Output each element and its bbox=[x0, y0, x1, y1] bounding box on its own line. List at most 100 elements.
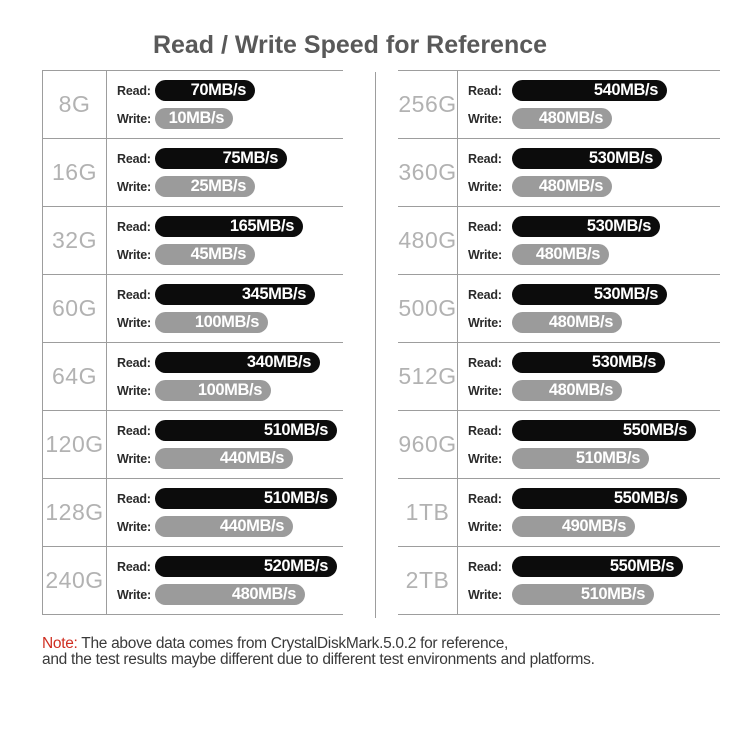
read-value: 510MB/s bbox=[263, 421, 329, 439]
write-label: Write: bbox=[468, 451, 502, 466]
read-bar: 550MB/s bbox=[512, 556, 683, 577]
capacity-label: 256G bbox=[398, 71, 458, 138]
read-label: Read: bbox=[468, 559, 502, 574]
read-line: Read: 510MB/s bbox=[117, 488, 343, 509]
capacity-label: 240G bbox=[43, 547, 107, 614]
capacity-label: 64G bbox=[43, 343, 107, 410]
write-line: Write: 480MB/s bbox=[468, 312, 720, 333]
write-value: 480MB/s bbox=[535, 245, 601, 263]
read-bar: 530MB/s bbox=[512, 216, 660, 237]
read-line: Read: 340MB/s bbox=[117, 352, 343, 373]
capacity-label: 32G bbox=[43, 207, 107, 274]
capacity-label: 16G bbox=[43, 139, 107, 206]
write-value: 10MB/s bbox=[168, 109, 225, 127]
write-value: 100MB/s bbox=[194, 313, 260, 331]
note-line2: and the test results maybe different due… bbox=[42, 651, 595, 668]
capacity-label: 60G bbox=[43, 275, 107, 342]
read-value: 510MB/s bbox=[263, 489, 329, 507]
read-label: Read: bbox=[117, 151, 151, 166]
read-line: Read: 550MB/s bbox=[468, 420, 720, 441]
write-bar: 480MB/s bbox=[512, 176, 612, 197]
read-bar: 520MB/s bbox=[155, 556, 337, 577]
note: Note: The above data comes from CrystalD… bbox=[42, 636, 732, 668]
read-label: Read: bbox=[117, 83, 151, 98]
read-line: Read: 530MB/s bbox=[468, 216, 720, 237]
write-bar: 510MB/s bbox=[512, 584, 654, 605]
write-label: Write: bbox=[117, 315, 151, 330]
speed-cell: Read: 70MB/s Write: 10MB/s bbox=[107, 71, 343, 138]
write-bar: 480MB/s bbox=[155, 584, 305, 605]
read-value: 550MB/s bbox=[622, 421, 688, 439]
read-value: 70MB/s bbox=[190, 81, 247, 99]
read-bar: 345MB/s bbox=[155, 284, 315, 305]
speed-cell: Read: 550MB/s Write: 490MB/s bbox=[458, 479, 720, 546]
write-line: Write: 100MB/s bbox=[117, 312, 343, 333]
read-value: 530MB/s bbox=[591, 353, 657, 371]
read-line: Read: 510MB/s bbox=[117, 420, 343, 441]
write-line: Write: 510MB/s bbox=[468, 448, 720, 469]
capacity-label: 960G bbox=[398, 411, 458, 478]
table-row: 60G Read: 345MB/s Write: 100MB/s bbox=[43, 275, 343, 343]
write-value: 480MB/s bbox=[548, 381, 614, 399]
speed-cell: Read: 530MB/s Write: 480MB/s bbox=[458, 139, 720, 206]
capacity-label: 512G bbox=[398, 343, 458, 410]
table-row: 500G Read: 530MB/s Write: 480MB/s bbox=[398, 275, 720, 343]
write-bar: 480MB/s bbox=[512, 108, 612, 129]
read-value: 345MB/s bbox=[241, 285, 307, 303]
speed-table-right: 256G Read: 540MB/s Write: 480MB/s 360G R… bbox=[398, 70, 720, 615]
speed-cell: Read: 550MB/s Write: 510MB/s bbox=[458, 547, 720, 614]
table-row: 120G Read: 510MB/s Write: 440MB/s bbox=[43, 411, 343, 479]
write-line: Write: 480MB/s bbox=[468, 244, 720, 265]
write-line: Write: 10MB/s bbox=[117, 108, 343, 129]
write-line: Write: 25MB/s bbox=[117, 176, 343, 197]
table-row: 1TB Read: 550MB/s Write: 490MB/s bbox=[398, 479, 720, 547]
write-bar: 490MB/s bbox=[512, 516, 635, 537]
write-value: 440MB/s bbox=[219, 449, 285, 467]
read-label: Read: bbox=[468, 151, 502, 166]
table-row: 256G Read: 540MB/s Write: 480MB/s bbox=[398, 71, 720, 139]
read-value: 530MB/s bbox=[593, 285, 659, 303]
table-row: 64G Read: 340MB/s Write: 100MB/s bbox=[43, 343, 343, 411]
write-label: Write: bbox=[117, 383, 151, 398]
write-line: Write: 480MB/s bbox=[117, 584, 343, 605]
read-value: 540MB/s bbox=[593, 81, 659, 99]
read-bar: 550MB/s bbox=[512, 420, 696, 441]
table-row: 360G Read: 530MB/s Write: 480MB/s bbox=[398, 139, 720, 207]
read-line: Read: 550MB/s bbox=[468, 488, 720, 509]
table-row: 16G Read: 75MB/s Write: 25MB/s bbox=[43, 139, 343, 207]
read-bar: 75MB/s bbox=[155, 148, 287, 169]
write-value: 480MB/s bbox=[538, 109, 604, 127]
read-line: Read: 530MB/s bbox=[468, 148, 720, 169]
write-label: Write: bbox=[468, 179, 502, 194]
read-label: Read: bbox=[117, 355, 151, 370]
write-value: 45MB/s bbox=[190, 245, 247, 263]
table-row: 2TB Read: 550MB/s Write: 510MB/s bbox=[398, 547, 720, 615]
write-bar: 25MB/s bbox=[155, 176, 255, 197]
note-line1: The above data comes from CrystalDiskMar… bbox=[77, 635, 509, 652]
write-label: Write: bbox=[117, 247, 151, 262]
write-label: Write: bbox=[468, 315, 502, 330]
write-bar: 480MB/s bbox=[512, 312, 622, 333]
page-title: Read / Write Speed for Reference bbox=[152, 31, 548, 59]
write-label: Write: bbox=[117, 587, 151, 602]
read-label: Read: bbox=[117, 287, 151, 302]
read-label: Read: bbox=[468, 491, 502, 506]
speed-cell: Read: 520MB/s Write: 480MB/s bbox=[107, 547, 343, 614]
write-value: 510MB/s bbox=[580, 585, 646, 603]
table-row: 128G Read: 510MB/s Write: 440MB/s bbox=[43, 479, 343, 547]
capacity-label: 128G bbox=[43, 479, 107, 546]
capacity-label: 2TB bbox=[398, 547, 458, 614]
speed-cell: Read: 550MB/s Write: 510MB/s bbox=[458, 411, 720, 478]
write-line: Write: 510MB/s bbox=[468, 584, 720, 605]
speed-cell: Read: 340MB/s Write: 100MB/s bbox=[107, 343, 343, 410]
read-value: 520MB/s bbox=[263, 557, 329, 575]
speed-cell: Read: 530MB/s Write: 480MB/s bbox=[458, 207, 720, 274]
read-value: 530MB/s bbox=[586, 217, 652, 235]
write-value: 480MB/s bbox=[231, 585, 297, 603]
write-bar: 10MB/s bbox=[155, 108, 233, 129]
center-divider-line bbox=[375, 72, 376, 618]
read-bar: 70MB/s bbox=[155, 80, 255, 101]
write-label: Write: bbox=[468, 383, 502, 398]
table-row: 512G Read: 530MB/s Write: 480MB/s bbox=[398, 343, 720, 411]
read-bar: 510MB/s bbox=[155, 420, 337, 441]
